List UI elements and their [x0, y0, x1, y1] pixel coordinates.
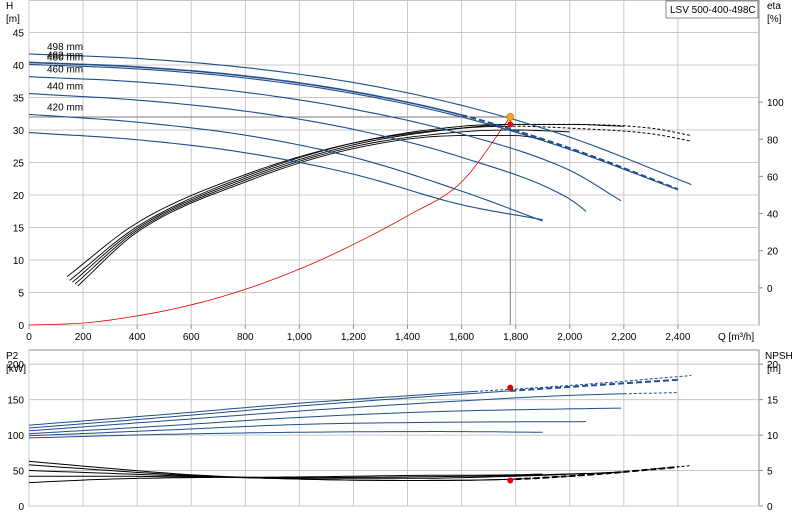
- npsh-curve-dashed: [515, 466, 678, 481]
- npsh-tick-label: 10: [767, 431, 779, 442]
- head-curves: [28, 53, 692, 222]
- head-curve-label: 480 mm: [47, 52, 83, 63]
- power-tick-label: 150: [7, 396, 24, 407]
- duty-point-lines: [29, 116, 511, 325]
- head-tick-label: 40: [13, 61, 25, 72]
- head-tick-label: 20: [13, 191, 25, 202]
- head-curve: [28, 53, 692, 186]
- head-curve: [28, 113, 543, 222]
- npsh-tick-label: 5: [767, 467, 773, 478]
- eff-tick-label: 100: [767, 98, 784, 109]
- efficiency-duty-marker: [507, 121, 514, 128]
- head-curve-label: 482 mm: [47, 50, 83, 61]
- duty-point-markers: [506, 113, 515, 128]
- head-curve-label: 420 mm: [47, 102, 83, 113]
- head-tick-label: 30: [13, 126, 25, 137]
- head-tick-label: 0: [18, 321, 24, 332]
- efficiency-curve: [74, 129, 570, 285]
- head-curve: [28, 93, 587, 212]
- x-tick-label: 2,400: [665, 332, 690, 343]
- npsh-tick-label: 20: [767, 360, 779, 371]
- head-axis-unit: [m]: [6, 14, 20, 25]
- x-tick-label: 2,000: [557, 332, 582, 343]
- head-tick-label: 35: [13, 94, 25, 105]
- power-axis-title: P2: [6, 351, 19, 362]
- power-tick-label: 200: [7, 360, 24, 371]
- npsh-tick-label: 0: [767, 502, 773, 513]
- system-curve-group: [28, 116, 511, 326]
- power-curve: [28, 421, 587, 437]
- head-curve: [28, 63, 679, 191]
- upper-panel: 0 200 400 600 800 1,000 1,200 1,400 1,600 1,800 2,…: [6, 0, 784, 343]
- efficiency-axis-ticks: 0 20 40 60 80 100: [759, 98, 784, 295]
- lower-panel: 0 50 100 150 200 0 5 10 15 20 P2 [kW] NPSH [m]: [6, 349, 793, 513]
- efficiency-curve: [69, 123, 508, 281]
- power-curve-dashed: [510, 378, 678, 392]
- eff-tick-label: 0: [767, 284, 773, 295]
- head-curve-label: 498 mm: [47, 42, 83, 53]
- head-curve-dashed: [461, 114, 679, 191]
- system-curve: [28, 116, 511, 326]
- eff-tick-label: 80: [767, 135, 779, 146]
- npsh-tick-label: 15: [767, 396, 779, 407]
- power-curve: [28, 393, 624, 432]
- power-curve: [28, 390, 476, 426]
- head-axis-ticks: 0 5 10 15 20 25 30 35 40 45: [13, 29, 25, 333]
- head-tick-label: 25: [13, 159, 25, 170]
- x-tick-label: 1,400: [395, 332, 420, 343]
- efficiency-curve: [77, 135, 543, 287]
- power-tick-label: 0: [18, 502, 24, 513]
- eff-tick-label: 40: [767, 210, 779, 221]
- npsh-curve: [28, 473, 543, 484]
- power-curve: [28, 431, 543, 439]
- efficiency-axis-unit: [%]: [767, 14, 782, 25]
- head-curve: [28, 76, 622, 202]
- power-duty-marker: [507, 384, 514, 391]
- power-curve-dashed: [623, 392, 678, 395]
- head-curve-label: 460 mm: [47, 65, 83, 76]
- x-tick-label: 200: [75, 332, 92, 343]
- npsh-axis-ticks: 0 5 10 15 20: [759, 360, 779, 513]
- x-tick-label: 2,200: [611, 332, 636, 343]
- head-tick-label: 5: [18, 289, 24, 300]
- npsh-axis-title: NPSH: [765, 351, 793, 362]
- head-axis-title: H: [6, 1, 13, 12]
- flow-axis-label: Q [m³/h]: [718, 332, 754, 343]
- power-curve: [28, 407, 622, 435]
- npsh-curve: [28, 470, 624, 479]
- power-axis-ticks: 0 50 100 150 200: [7, 360, 24, 513]
- x-tick-label: 1,200: [341, 332, 366, 343]
- x-tick-label: 600: [183, 332, 200, 343]
- x-axis-ticks: 0 200 400 600 800 1,000 1,200 1,400 1,600 1,800 2,…: [26, 325, 691, 343]
- power-curve: [28, 390, 511, 429]
- eff-tick-label: 20: [767, 247, 779, 258]
- head-tick-label: 10: [13, 256, 25, 267]
- head-curve: [28, 61, 462, 116]
- npsh-curve: [29, 472, 587, 479]
- npsh-curves: [28, 460, 692, 484]
- x-tick-label: 0: [26, 332, 32, 343]
- head-curve-label: 440 mm: [47, 82, 83, 93]
- power-tick-label: 50: [13, 467, 25, 478]
- x-tick-label: 1,800: [503, 332, 528, 343]
- head-tick-label: 45: [13, 29, 25, 40]
- npsh-duty-marker: [507, 477, 514, 484]
- head-tick-label: 15: [13, 224, 25, 235]
- power-axis-unit: [kW]: [6, 364, 26, 375]
- head-duty-marker: [506, 113, 515, 121]
- lower-duty-markers: [507, 384, 514, 484]
- pump-label-box: [665, 0, 759, 19]
- x-tick-label: 800: [237, 332, 254, 343]
- pump-label: LSV 500-400-498C: [670, 5, 756, 16]
- head-curve: [28, 132, 543, 221]
- x-tick-label: 1,000: [287, 332, 312, 343]
- npsh-axis-unit: [m]: [767, 364, 781, 375]
- power-tick-label: 100: [7, 431, 24, 442]
- eff-tick-label: 60: [767, 172, 779, 183]
- x-tick-label: 400: [129, 332, 146, 343]
- efficiency-axis-title: eta: [767, 1, 781, 12]
- x-tick-label: 1,600: [449, 332, 474, 343]
